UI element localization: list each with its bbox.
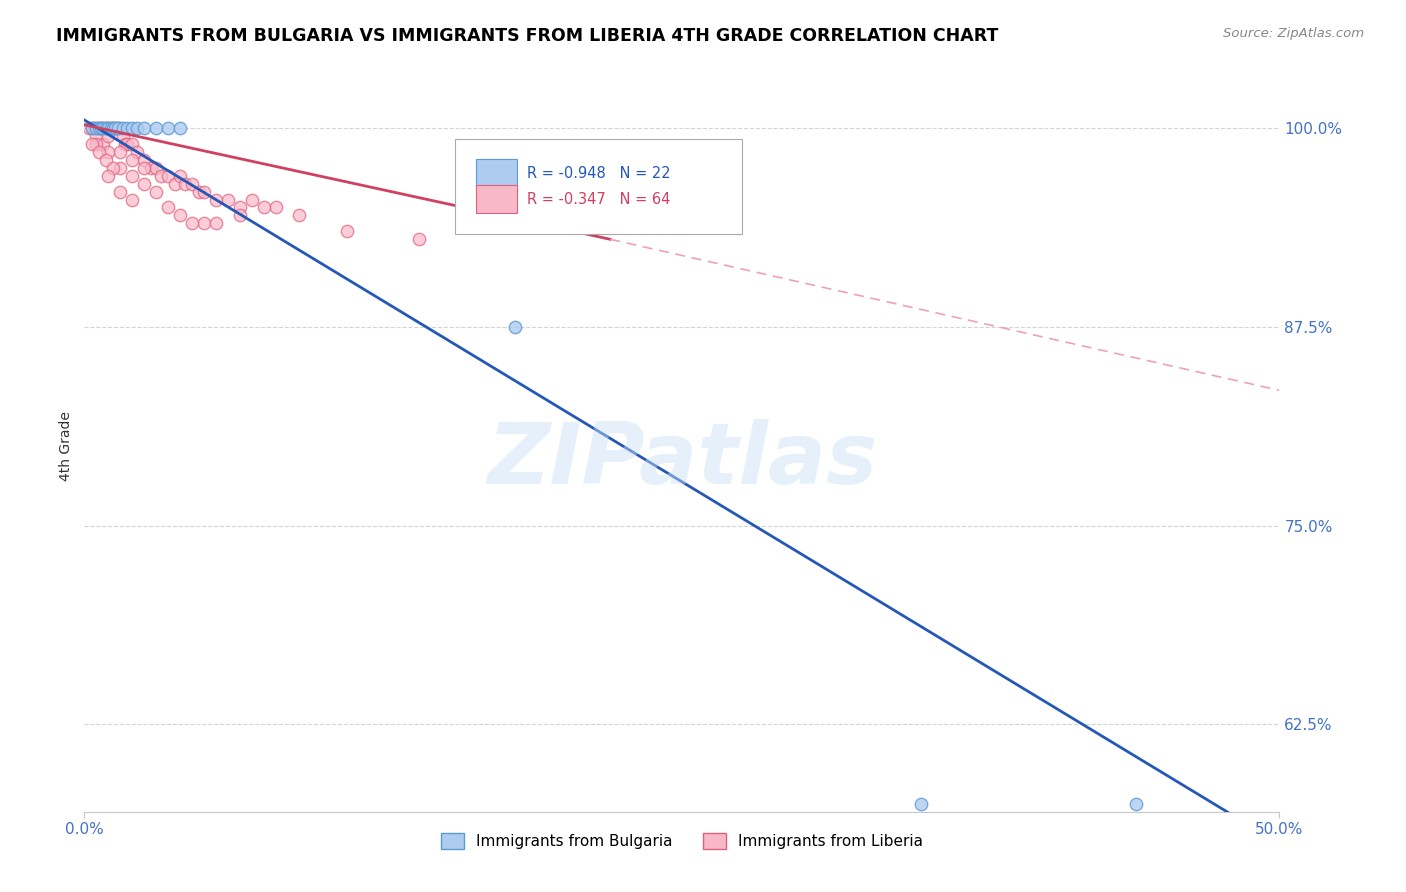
- Point: [80, 120, 103, 135]
- Point: [87, 145, 110, 159]
- Point: [87, 120, 110, 135]
- Point: [101, 161, 124, 175]
- Point: [104, 120, 127, 135]
- Point: [288, 209, 311, 223]
- Point: [253, 201, 276, 215]
- Point: [101, 120, 124, 135]
- Point: [87, 120, 110, 135]
- Point: [97, 120, 120, 135]
- Text: R = -0.347   N = 64: R = -0.347 N = 64: [527, 192, 669, 207]
- Point: [125, 145, 148, 159]
- Point: [132, 161, 156, 175]
- Point: [86, 128, 108, 143]
- Point: [169, 120, 191, 135]
- Point: [90, 120, 112, 135]
- Point: [93, 136, 115, 151]
- Point: [110, 145, 132, 159]
- Point: [193, 216, 215, 230]
- Point: [193, 185, 215, 199]
- Point: [94, 120, 117, 135]
- Point: [90, 120, 112, 135]
- Point: [169, 169, 191, 183]
- Point: [121, 136, 143, 151]
- Point: [205, 193, 228, 207]
- Point: [121, 120, 143, 135]
- Point: [117, 120, 139, 135]
- Point: [107, 120, 129, 135]
- Point: [132, 177, 156, 191]
- Point: [205, 216, 228, 230]
- Point: [107, 120, 129, 135]
- Point: [121, 153, 143, 167]
- Point: [145, 161, 167, 175]
- Point: [83, 120, 105, 135]
- Point: [86, 120, 108, 135]
- Point: [94, 153, 117, 167]
- Point: [1125, 797, 1147, 811]
- Point: [132, 153, 156, 167]
- Point: [217, 193, 239, 207]
- Legend: Immigrants from Bulgaria, Immigrants from Liberia: Immigrants from Bulgaria, Immigrants fro…: [434, 827, 929, 855]
- Point: [169, 209, 191, 223]
- Point: [111, 120, 134, 135]
- Point: [240, 193, 263, 207]
- Point: [125, 120, 148, 135]
- Point: [336, 224, 359, 238]
- Point: [94, 120, 117, 135]
- Point: [173, 177, 195, 191]
- Point: [157, 120, 180, 135]
- Point: [181, 177, 204, 191]
- Point: [145, 185, 167, 199]
- FancyBboxPatch shape: [456, 139, 742, 234]
- Text: R = -0.948   N = 22: R = -0.948 N = 22: [527, 166, 671, 181]
- Point: [121, 169, 143, 183]
- Point: [188, 185, 211, 199]
- Point: [111, 128, 134, 143]
- Point: [97, 169, 120, 183]
- Text: ZIPatlas: ZIPatlas: [486, 419, 877, 502]
- Point: [93, 120, 115, 135]
- Y-axis label: 4th Grade: 4th Grade: [59, 411, 73, 481]
- Point: [110, 120, 132, 135]
- Point: [97, 145, 120, 159]
- Point: [149, 169, 172, 183]
- Point: [80, 120, 103, 135]
- Point: [100, 120, 122, 135]
- Point: [101, 120, 124, 135]
- Point: [141, 161, 163, 175]
- Point: [110, 185, 132, 199]
- FancyBboxPatch shape: [477, 185, 517, 213]
- Text: IMMIGRANTS FROM BULGARIA VS IMMIGRANTS FROM LIBERIA 4TH GRADE CORRELATION CHART: IMMIGRANTS FROM BULGARIA VS IMMIGRANTS F…: [56, 27, 998, 45]
- Point: [110, 161, 132, 175]
- Point: [503, 319, 526, 334]
- Point: [264, 201, 287, 215]
- Text: Source: ZipAtlas.com: Source: ZipAtlas.com: [1223, 27, 1364, 40]
- Point: [77, 120, 100, 135]
- Point: [97, 128, 120, 143]
- Point: [165, 177, 187, 191]
- Point: [117, 136, 139, 151]
- Point: [114, 136, 136, 151]
- Point: [93, 120, 115, 135]
- Point: [157, 169, 180, 183]
- Point: [132, 120, 156, 135]
- Point: [80, 136, 103, 151]
- Point: [145, 120, 167, 135]
- Point: [121, 193, 143, 207]
- Point: [100, 120, 122, 135]
- FancyBboxPatch shape: [477, 160, 517, 188]
- Point: [181, 216, 204, 230]
- Point: [910, 797, 932, 811]
- Point: [408, 232, 430, 246]
- Point: [229, 209, 252, 223]
- Point: [229, 201, 252, 215]
- Point: [86, 120, 108, 135]
- Point: [86, 136, 108, 151]
- Point: [97, 120, 120, 135]
- Point: [104, 120, 127, 135]
- Point: [157, 201, 180, 215]
